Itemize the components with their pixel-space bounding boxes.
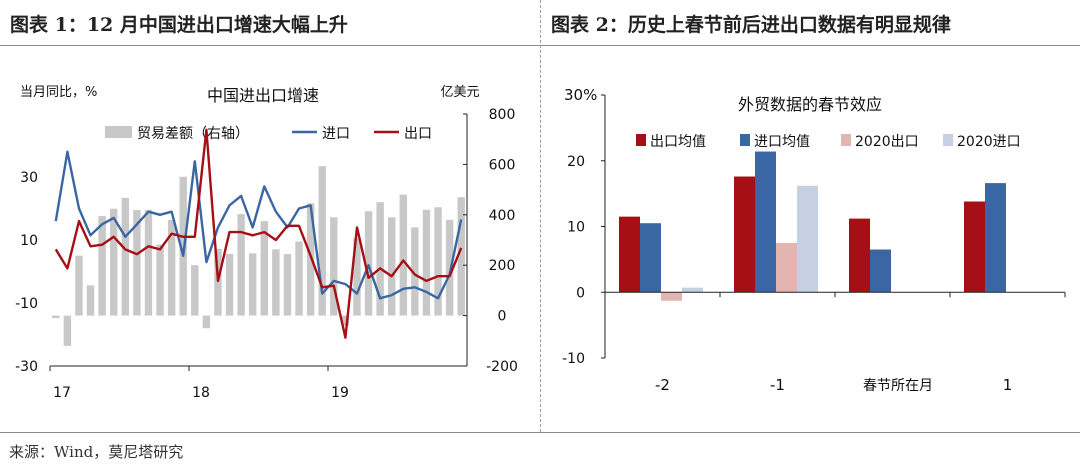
export-avg-bar <box>734 176 755 293</box>
legend-label-export: 出口 <box>404 126 432 142</box>
export-line <box>54 128 463 339</box>
balance-bar <box>156 244 164 316</box>
balance-bar <box>364 211 373 316</box>
balance-bar <box>249 253 257 316</box>
balance-bar <box>63 315 72 346</box>
balance-bar <box>399 194 407 316</box>
y-tick-label: 0 <box>576 285 585 301</box>
left-y-tick-label: -10 <box>15 296 38 312</box>
y-tick-label: 20 <box>567 154 585 170</box>
import-2020-bar <box>682 287 703 293</box>
x-category-label: 1 <box>1003 376 1013 394</box>
balance-bar <box>272 249 280 316</box>
left-y-tick-label: 10 <box>20 233 38 249</box>
balance-bar <box>214 248 222 316</box>
balance-bar <box>330 217 338 316</box>
balance-bar <box>52 315 60 319</box>
balance-bar <box>411 227 419 316</box>
right-y-tick-label: 800 <box>489 107 516 123</box>
export-avg-bar <box>964 201 985 293</box>
left-y-tick-label: -30 <box>15 359 38 375</box>
right-y-tick-label: 600 <box>489 157 516 173</box>
legend-label-balance: 贸易差额（右轴） <box>137 126 249 142</box>
balance-bar <box>353 238 361 316</box>
legend-label-import: 进口 <box>322 126 350 142</box>
export-2020-bar <box>776 242 797 293</box>
y-tick-label: 30% <box>564 86 597 104</box>
balance-bar <box>434 207 442 316</box>
import-2020-bar <box>797 185 818 293</box>
balance-bar <box>86 285 95 316</box>
balance-bar <box>318 166 326 316</box>
balance-bar <box>133 210 141 316</box>
y-tick-label: 10 <box>567 220 585 236</box>
right-figure-title: 图表 2：历史上春节前后进出口数据有明显规律 <box>551 13 951 36</box>
import-avg-bar <box>755 151 776 293</box>
footer-rule <box>0 432 1080 433</box>
x-tick-label: 17 <box>53 385 71 401</box>
balance-bar <box>191 265 199 316</box>
legend-label: 2020进口 <box>957 134 1021 150</box>
balance-bar <box>260 221 268 316</box>
left-y-tick-label: 30 <box>20 170 38 186</box>
legend-label: 出口均值 <box>650 134 706 150</box>
balance-bar <box>341 315 350 326</box>
export-2020-bar <box>661 292 682 301</box>
import-line <box>54 150 463 300</box>
column-divider <box>540 0 541 432</box>
balance-bar <box>422 209 431 316</box>
balance-bar <box>283 254 292 316</box>
balance-bar <box>75 255 83 316</box>
balance-bar <box>388 217 396 316</box>
chart2-title: 外贸数据的春节效应 <box>738 95 882 114</box>
balance-bar <box>295 241 303 316</box>
import-avg-bar <box>640 223 661 293</box>
chart2-xlabel: 春节所在月 <box>863 378 933 394</box>
balance-bar <box>445 219 454 316</box>
right-y-tick-label: -200 <box>486 359 518 375</box>
balance-bar <box>202 315 211 329</box>
balance-bar <box>225 253 234 316</box>
chart1-y2label: 亿美元 <box>440 85 479 100</box>
legend-swatch <box>636 134 646 146</box>
balance-bar <box>144 210 153 316</box>
right-y-tick-label: 0 <box>498 309 507 325</box>
legend-label: 进口均值 <box>754 134 810 150</box>
import-avg-bar <box>985 183 1006 293</box>
balance-bar <box>110 208 118 316</box>
legend-label: 2020出口 <box>855 134 919 150</box>
balance-bar <box>121 197 129 316</box>
balance-bar <box>98 216 106 316</box>
right-y-tick-label: 200 <box>489 258 516 274</box>
balance-bar <box>237 214 245 316</box>
legend-swatch-balance <box>105 126 132 138</box>
x-tick-label: 18 <box>192 385 210 401</box>
x-category-label: -1 <box>770 376 785 394</box>
legend-swatch <box>740 134 750 146</box>
y-tick-label: -10 <box>562 351 585 367</box>
export-avg-bar <box>849 218 870 293</box>
balance-bar <box>376 202 384 316</box>
balance-bar <box>457 197 465 316</box>
left-figure-title: 图表 1：12 月中国进出口增速大幅上升 <box>10 13 348 36</box>
trade-growth-chart: 当月同比，% 中国进出口增速 亿美元 贸易差额（右轴） 进口 出口 30 10 -1… <box>15 85 518 401</box>
spring-festival-chart: 外贸数据的春节效应 出口均值 进口均值 2020出口 2020进口 30% 20 10 0 -… <box>562 86 1066 394</box>
source-note: 来源：Wind，莫尼塔研究 <box>9 443 184 461</box>
chart1-title: 中国进出口增速 <box>207 86 319 105</box>
legend-swatch <box>943 134 953 146</box>
balance-bar <box>306 203 315 316</box>
chart1-ylabel: 当月同比，% <box>20 85 97 100</box>
legend-swatch <box>841 134 851 146</box>
export-avg-bar <box>619 216 640 293</box>
import-avg-bar <box>870 249 891 293</box>
right-y-tick-label: 400 <box>489 208 516 224</box>
balance-bar <box>167 219 176 316</box>
x-category-label: -2 <box>655 376 670 394</box>
x-tick-label: 19 <box>331 385 349 401</box>
